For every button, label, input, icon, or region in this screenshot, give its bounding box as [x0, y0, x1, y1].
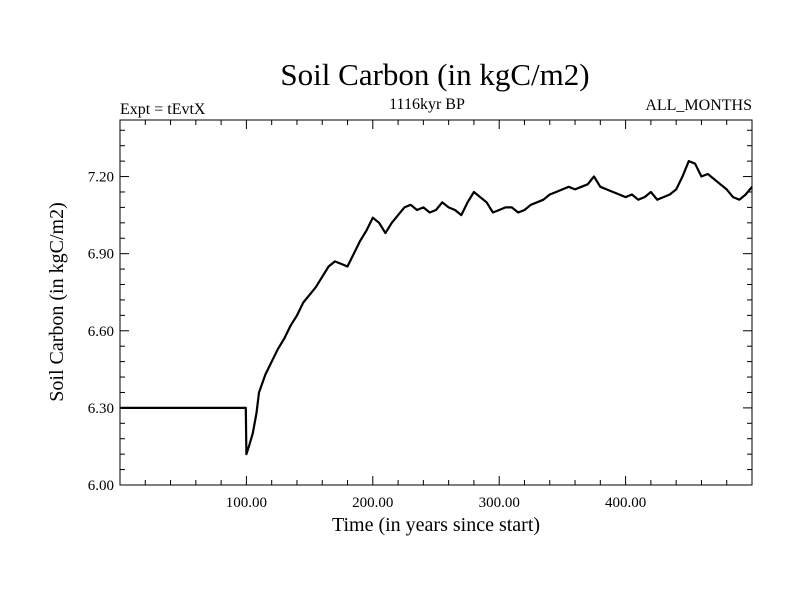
subtitle-center: 1116kyr BP [389, 96, 465, 113]
subtitle-right: ALL_MONTHS [645, 97, 752, 114]
plot-frame [119, 119, 753, 486]
y-tick-label: 6.30 [88, 401, 114, 417]
y-tick-label: 6.90 [88, 247, 114, 263]
series-line [120, 160, 753, 456]
axis-ticks [120, 120, 752, 485]
x-tick-label: 100.00 [226, 495, 267, 511]
x-axis-label: Time (in years since start) [332, 514, 540, 536]
x-tick-label: 300.00 [479, 495, 520, 511]
subtitle-left: Expt = tEvtX [120, 101, 206, 118]
y-tick-label: 6.60 [88, 324, 114, 340]
axis-tick-labels: 100.00 200.00 300.00 400.00 6.00 6.30 6.60 6.90… [88, 170, 646, 511]
chart-title: Soil Carbon (in kgC/m2) [280, 57, 589, 92]
x-tick-label: 400.00 [605, 495, 646, 511]
y-tick-label: 7.20 [88, 170, 114, 186]
y-tick-label: 6.00 [88, 478, 114, 494]
x-tick-label: 200.00 [352, 495, 393, 511]
y-axis-label: Soil Carbon (in kgC/m2) [46, 202, 68, 401]
